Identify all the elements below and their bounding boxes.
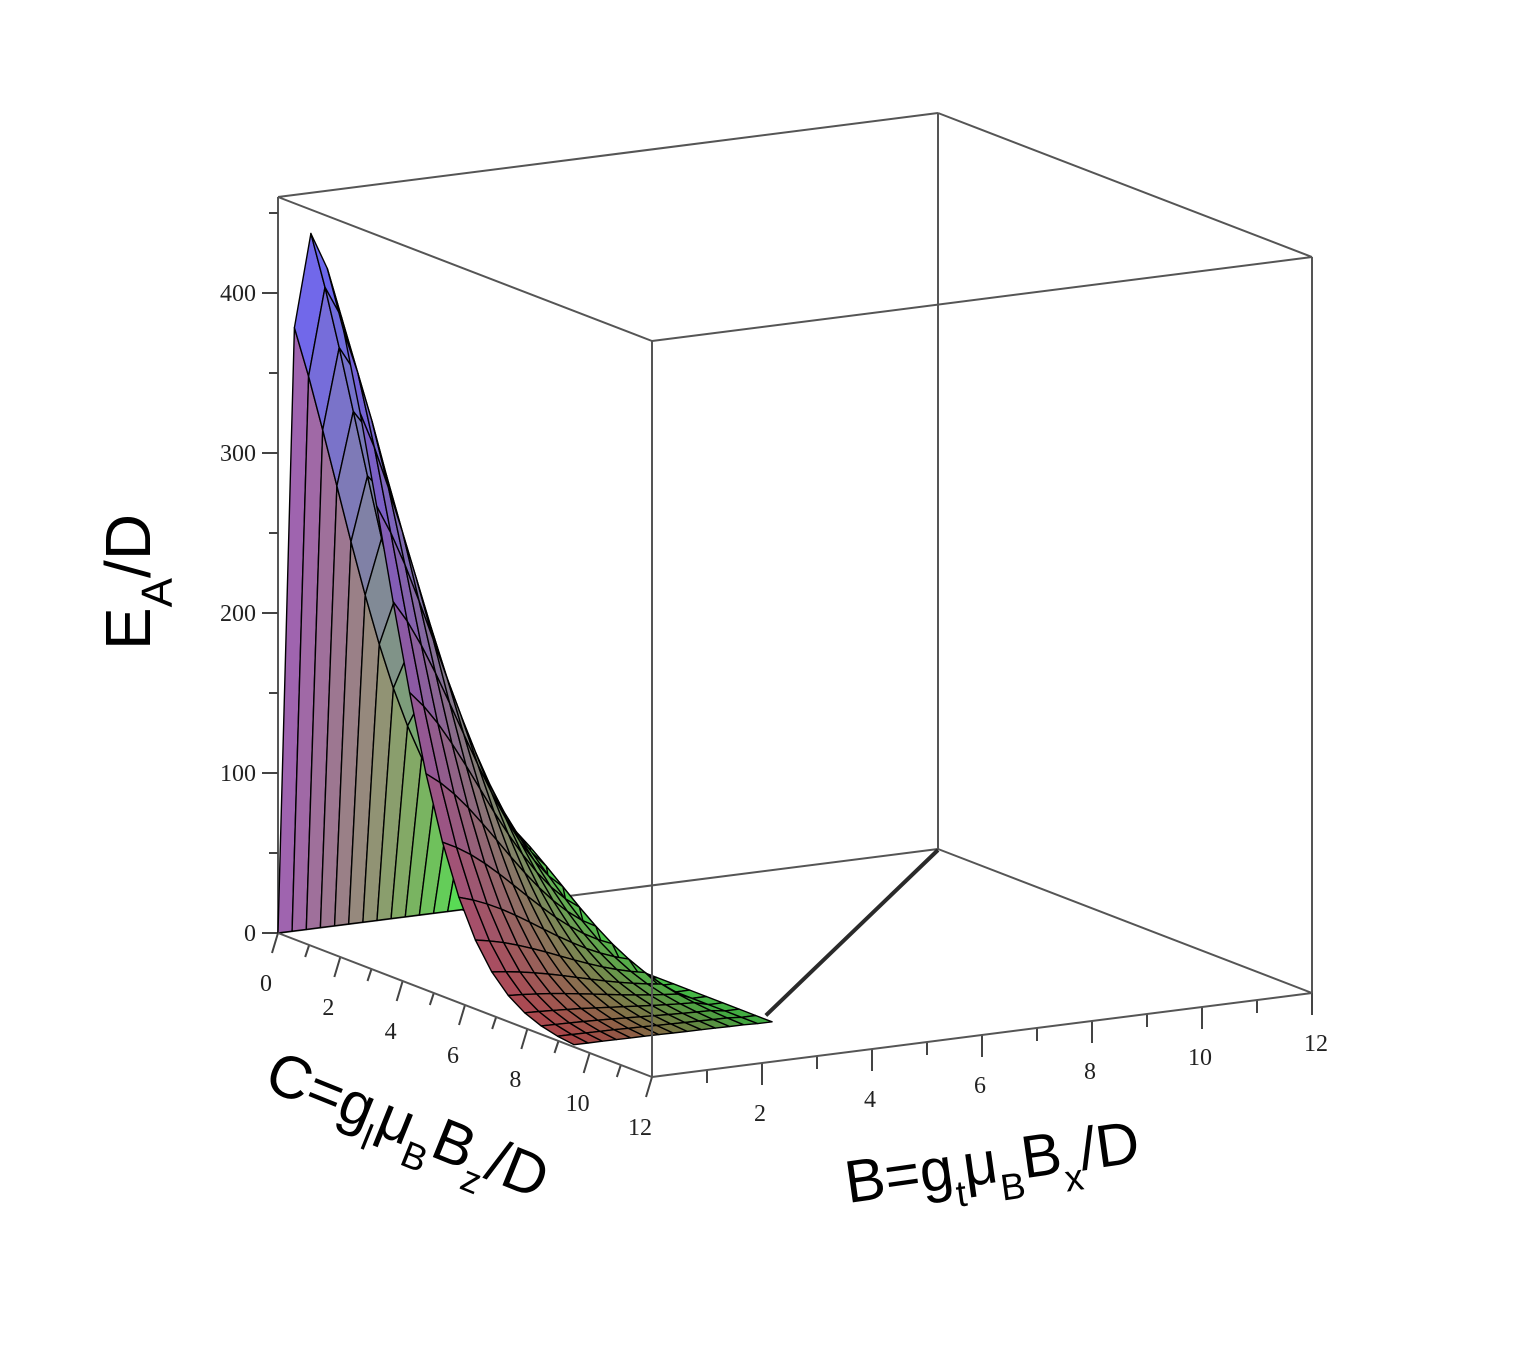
c-minor-tick <box>366 968 373 982</box>
z-tick-label: 0 <box>244 921 256 947</box>
c-axis-title: C=glμBBz/D <box>252 1038 559 1225</box>
c-tick-label: 0 <box>260 971 272 997</box>
z-tick-label: 200 <box>220 601 256 627</box>
c-minor-tick <box>553 1040 560 1054</box>
b-tick-label: 6 <box>974 1073 986 1099</box>
z-tick-label: 300 <box>220 441 256 467</box>
box-edge <box>277 112 939 198</box>
bounding-box-front <box>277 256 1313 1078</box>
c-minor-tick <box>491 1016 498 1030</box>
b-tick-label: 12 <box>1304 1031 1328 1057</box>
surface-patch <box>740 1014 773 1025</box>
c-tick-mark <box>582 1052 591 1074</box>
bounding-box-back <box>277 112 1313 994</box>
axis-ticks: 0 100 200 300 400 0 2 4 6 8 10 12 2 4 6 8 10 12 <box>220 212 1328 1141</box>
c-tick-label: 8 <box>509 1067 521 1093</box>
surface-flat-edge <box>764 848 940 1017</box>
c-tick-mark <box>271 932 279 954</box>
c-minor-tick <box>428 992 435 1006</box>
b-tick-label: 4 <box>864 1087 876 1113</box>
c-tick-mark <box>458 1004 466 1026</box>
box-edge <box>277 932 653 1078</box>
c-tick-mark <box>395 980 404 1002</box>
c-tick-mark <box>333 956 342 978</box>
surface-mesh <box>277 232 940 1046</box>
b-tick-label: 10 <box>1188 1045 1212 1071</box>
c-tick-label: 6 <box>447 1043 459 1069</box>
c-tick-label: 4 <box>385 1019 397 1045</box>
z-tick-label: 400 <box>220 281 256 307</box>
c-minor-tick <box>615 1064 622 1078</box>
box-edge <box>651 256 1313 342</box>
c-tick-mark <box>520 1028 529 1050</box>
b-axis-title: B=gtμBBx/D <box>840 1108 1145 1230</box>
c-minor-tick <box>304 944 311 958</box>
c-tick-label: 12 <box>628 1115 652 1141</box>
box-edge <box>277 196 653 342</box>
z-tick-label: 100 <box>220 761 256 787</box>
box-edge <box>937 112 1313 258</box>
box-edge <box>937 848 1313 994</box>
c-tick-label: 10 <box>566 1091 590 1117</box>
b-tick-label: 8 <box>1084 1059 1096 1085</box>
c-tick-label: 2 <box>322 995 334 1021</box>
c-tick-mark <box>645 1076 653 1098</box>
b-tick-label: 2 <box>754 1101 766 1127</box>
axis-labels: EA/D C=glμBBz/D B=gtμBBx/D <box>92 514 1145 1230</box>
box-edge <box>651 992 1313 1078</box>
z-axis-title: EA/D <box>92 514 182 650</box>
